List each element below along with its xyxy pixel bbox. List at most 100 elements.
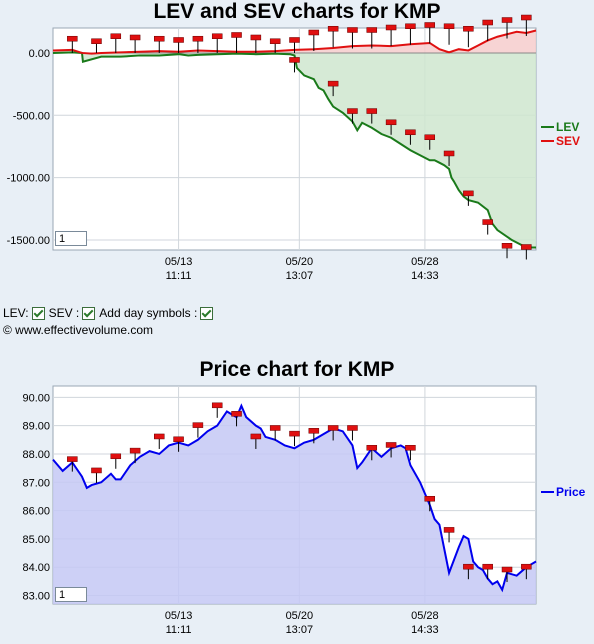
day-marker-lev [327, 80, 339, 87]
day-marker-price [211, 402, 223, 409]
day-marker-lev [501, 243, 513, 249]
price-chart: 83.00 84.00 85.00 86.00 87.00 88.00 89.00 90.00… [22, 385, 586, 636]
y-tick-label: 86.00 [22, 506, 50, 518]
day-marker-sev [463, 25, 474, 32]
day-marker-price [463, 563, 474, 570]
day-marker-price [192, 422, 204, 428]
day-marker-sev [110, 33, 122, 39]
day-marker-sev [501, 17, 513, 23]
day-marker-price [347, 425, 358, 431]
price-chart-title: Price chart for KMP [199, 358, 395, 381]
chart-controls: LEV: SEV : Add day symbols : [3, 306, 217, 320]
day-symbols-checkbox-label: Add day symbols : [99, 306, 198, 320]
x-tick-date: 05/20 [286, 610, 314, 622]
day-marker-sev [173, 37, 184, 43]
y-tick-label: -1500.00 [7, 235, 50, 247]
day-marker-price [424, 495, 435, 502]
x-tick-date: 05/20 [286, 256, 314, 268]
day-marker-sev [482, 19, 493, 26]
day-marker-sev [67, 35, 78, 42]
x-tick-date: 05/28 [411, 610, 439, 622]
series-area-price [53, 405, 536, 604]
y-tick-label: 84.00 [22, 562, 50, 574]
day-marker-price [231, 411, 242, 417]
legend-entry-price: Price [556, 485, 586, 499]
day-marker-price [154, 433, 165, 440]
day-marker-lev [289, 57, 300, 63]
day-symbols-checkbox[interactable] [200, 306, 214, 320]
day-marker-price [405, 445, 416, 451]
sev-checkbox-label: SEV : [48, 306, 80, 320]
x-tick-time: 14:33 [411, 270, 439, 282]
day-marker-sev [129, 34, 141, 41]
day-marker-price [501, 566, 513, 573]
price-zoom-input[interactable]: 1 [55, 587, 87, 602]
y-tick-label: -500.00 [13, 110, 50, 122]
lev-sev-zoom-input[interactable]: 1 [55, 231, 87, 246]
day-marker-sev [250, 34, 262, 41]
day-marker-sev [269, 38, 281, 44]
day-marker-price [366, 445, 378, 451]
x-tick-date: 05/13 [165, 610, 193, 622]
day-marker-price [327, 425, 339, 431]
day-marker-price [289, 430, 300, 437]
day-marker-sev [366, 27, 378, 33]
lev-sev-chart-title: LEV and SEV charts for KMP [153, 0, 441, 23]
day-marker-lev [521, 244, 532, 250]
day-marker-sev [231, 32, 242, 38]
day-marker-sev [308, 29, 320, 36]
day-marker-price [308, 428, 320, 434]
day-marker-sev [192, 35, 204, 42]
day-marker-sev [327, 25, 339, 32]
day-marker-price [482, 563, 493, 570]
x-tick-date: 05/28 [411, 256, 439, 268]
day-marker-lev [347, 108, 358, 114]
day-marker-price [269, 425, 281, 431]
day-marker-lev [463, 190, 474, 197]
day-marker-price [110, 453, 122, 460]
series-line-sev [52, 29, 537, 55]
day-marker-sev [347, 27, 358, 33]
sev-checkbox[interactable] [82, 306, 96, 320]
y-tick-label: 0.00 [29, 48, 50, 60]
day-marker-sev [385, 24, 397, 31]
series-area-sev [53, 30, 536, 54]
y-tick-label: 83.00 [22, 591, 50, 603]
day-marker-price [521, 563, 532, 570]
lev-checkbox-label: LEV: [3, 306, 29, 320]
day-marker-sev [91, 38, 102, 44]
day-marker-lev [482, 219, 493, 225]
y-tick-label: 88.00 [22, 449, 50, 461]
day-marker-price [91, 467, 102, 474]
y-tick-label: 85.00 [22, 534, 50, 546]
day-marker-sev [521, 14, 532, 21]
day-marker-price [443, 527, 455, 533]
lev-checkbox[interactable] [31, 306, 45, 320]
x-tick-date: 05/13 [165, 256, 193, 268]
y-tick-label: 87.00 [22, 477, 50, 489]
x-tick-time: 11:11 [166, 624, 192, 636]
x-tick-time: 13:07 [286, 270, 314, 282]
day-marker-sev [211, 33, 223, 39]
day-marker-price [385, 442, 397, 448]
series-area-lev [53, 52, 536, 248]
copyright-text: © www.effectivevolume.com [3, 323, 154, 337]
day-marker-lev [424, 134, 435, 141]
day-marker-price [250, 433, 262, 440]
day-marker-sev [405, 23, 416, 30]
legend-entry-sev: SEV [556, 134, 580, 148]
x-tick-time: 13:07 [286, 624, 314, 636]
day-marker-sev [443, 23, 455, 30]
day-marker-sev [289, 37, 300, 43]
lev-sev-chart: 0.00 -500.00 -1000.00 -1500.00 05/13 11:11 05/… [7, 14, 580, 282]
y-tick-label: -1000.00 [7, 173, 50, 185]
day-marker-price [173, 436, 184, 443]
legend-entry-lev: LEV [556, 120, 579, 134]
day-marker-lev [405, 129, 416, 136]
y-tick-label: 89.00 [22, 421, 50, 433]
day-marker-sev [154, 35, 165, 42]
day-marker-lev [385, 119, 397, 126]
day-marker-lev [366, 108, 378, 114]
day-marker-lev [443, 150, 455, 157]
day-marker-price [67, 456, 78, 462]
